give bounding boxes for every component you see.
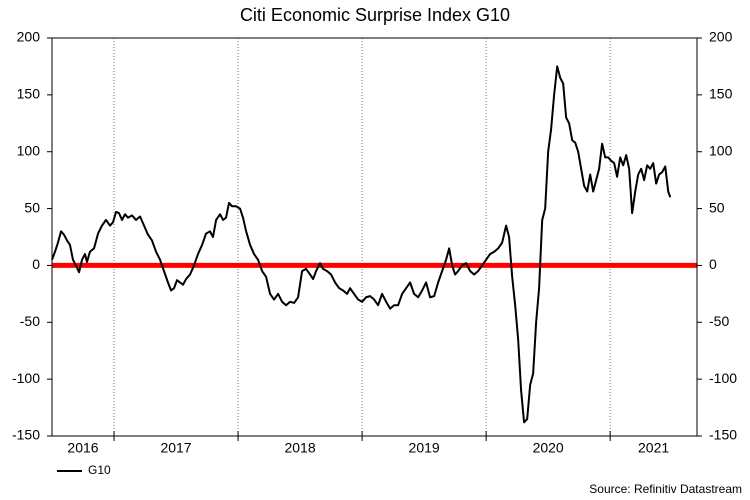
legend-label: G10: [88, 463, 111, 477]
y2-tick-label: 200: [709, 29, 733, 45]
y2-tick-label: 150: [709, 86, 733, 102]
y-tick-label: 100: [17, 142, 41, 158]
y-tick-label: 0: [32, 256, 40, 272]
y2-tick-label: 100: [709, 142, 733, 158]
y2-tick-label: 50: [709, 199, 725, 215]
x-tick-label: 2017: [160, 440, 191, 456]
x-tick-label: 2019: [409, 440, 440, 456]
y-tick-label: -150: [12, 427, 40, 443]
plot-frame: [51, 37, 698, 437]
y-tick-label: -50: [20, 313, 40, 329]
x-tick-label: 2018: [284, 440, 315, 456]
series-line: [51, 65, 672, 424]
x-tick-label: 2020: [533, 440, 564, 456]
y-tick-label: 150: [17, 86, 41, 102]
chart-title: Citi Economic Surprise Index G10: [240, 5, 510, 25]
x-tick-label: 2016: [67, 440, 98, 456]
x-tick-label: 2021: [638, 440, 669, 456]
y-tick-label: 200: [17, 29, 41, 45]
y-tick-label: 50: [24, 199, 40, 215]
y2-tick-label: 0: [709, 256, 717, 272]
y-tick-label: -100: [12, 370, 40, 386]
y2-tick-label: -50: [709, 313, 729, 329]
y2-tick-label: -100: [709, 370, 737, 386]
y2-tick-label: -150: [709, 427, 737, 443]
source-note: Source: Refinitiv Datastream: [589, 482, 742, 496]
